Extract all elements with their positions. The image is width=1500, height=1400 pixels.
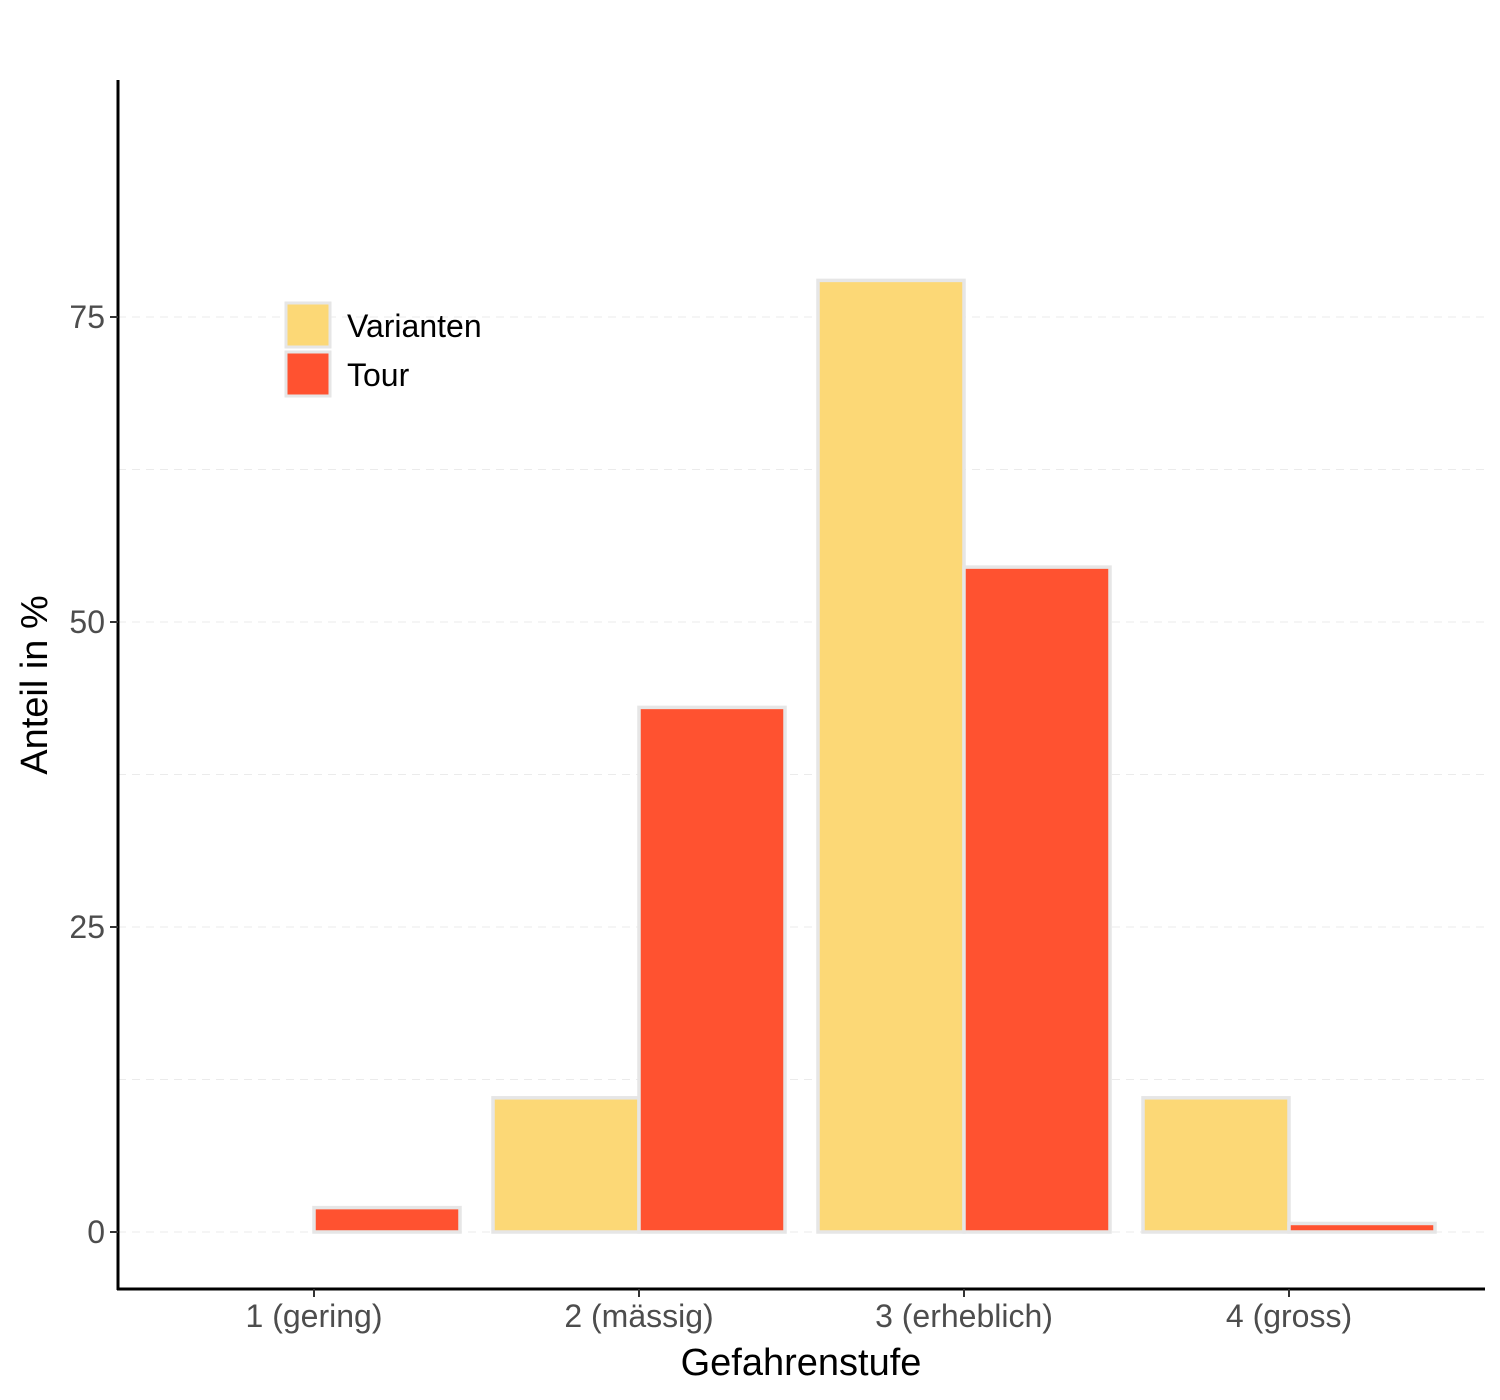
y-tick-label: 25 bbox=[69, 909, 105, 945]
bar-varianten-4 bbox=[1141, 1096, 1291, 1234]
bars bbox=[312, 278, 1437, 1234]
x-tick-label: 3 (erheblich) bbox=[875, 1298, 1053, 1334]
y-axis-ticks: 0 25 50 75 bbox=[69, 299, 118, 1250]
bar-tour-2 bbox=[637, 705, 787, 1234]
bar-tour-3 bbox=[962, 565, 1112, 1234]
legend: Varianten Tour bbox=[284, 301, 482, 398]
bar-tour-1 bbox=[312, 1205, 462, 1234]
x-axis-ticks: 1 (gering) 2 (mässig) 3 (erheblich) 4 (gros… bbox=[246, 1289, 1352, 1334]
gridlines bbox=[118, 316, 1485, 1233]
y-tick-label: 0 bbox=[87, 1214, 105, 1250]
y-axis-title: Anteil in % bbox=[14, 595, 56, 775]
bar-tour-4 bbox=[1287, 1221, 1437, 1234]
x-axis-title: Gefahrenstufe bbox=[681, 1342, 922, 1384]
y-tick-label: 75 bbox=[69, 299, 105, 335]
x-tick-label: 2 (mässig) bbox=[564, 1298, 713, 1334]
bar-varianten-2 bbox=[491, 1096, 641, 1234]
bar-varianten-3 bbox=[816, 278, 966, 1234]
x-tick-label: 1 (gering) bbox=[246, 1298, 383, 1334]
legend-key-tour bbox=[284, 350, 332, 398]
y-tick-label: 50 bbox=[69, 604, 105, 640]
legend-label-tour: Tour bbox=[347, 357, 410, 393]
legend-key-varianten bbox=[284, 301, 332, 349]
x-tick-label: 4 (gross) bbox=[1226, 1298, 1352, 1334]
legend-label-varianten: Varianten bbox=[347, 308, 482, 344]
